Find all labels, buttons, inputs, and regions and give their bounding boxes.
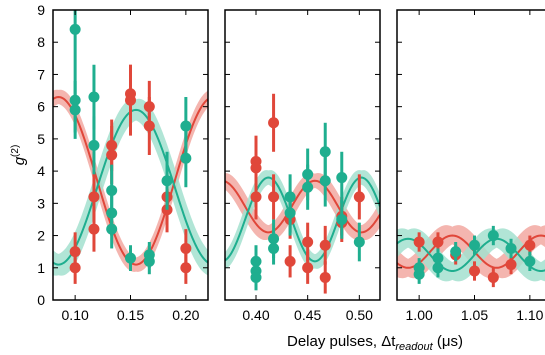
panel-1: 0.10 0.15 0.20 0 1 2 3 4 5 6 7 8 9 <box>37 2 209 323</box>
teal-data-point <box>469 239 480 251</box>
x-tick-label: 0.20 <box>172 307 199 323</box>
red-data-point <box>505 259 517 271</box>
red-data-point <box>250 162 262 174</box>
red-data-point <box>88 191 100 203</box>
panel-frame <box>224 9 381 301</box>
x-axis-title: Delay pulses, Δtreadout (μs) <box>287 333 463 353</box>
panel-2: 0.40 0.45 0.50 <box>224 9 381 323</box>
teal-data-point <box>450 246 462 258</box>
teal-data-point <box>88 91 100 103</box>
panel-plot-area <box>397 225 545 288</box>
teal-data-point <box>432 252 444 264</box>
teal-data-point <box>106 223 118 235</box>
red-data-point <box>125 94 136 106</box>
x-tick-label: 0.15 <box>117 307 144 323</box>
red-data-point <box>143 120 155 132</box>
teal-data-point <box>180 152 192 164</box>
panel-3: 1.00 1.05 1.10 <box>396 9 545 323</box>
x-tick-label: 0.10 <box>62 307 89 323</box>
red-data-point <box>302 236 314 248</box>
y-tick-label: 6 <box>37 99 45 115</box>
teal-data-point <box>319 146 331 158</box>
teal-data-point <box>487 230 499 242</box>
teal-data-point <box>88 139 100 151</box>
teal-data-point <box>161 175 173 187</box>
teal-data-point <box>180 120 192 132</box>
teal-data-point <box>319 175 331 187</box>
x-tick-label: 1.00 <box>406 307 433 323</box>
y-tick-label: 3 <box>37 195 45 211</box>
x-tick-label: 0.50 <box>346 307 373 323</box>
teal-fit-line <box>225 176 380 263</box>
teal-data-point <box>413 262 425 274</box>
y-tick-label: 5 <box>37 131 45 147</box>
teal-data-point <box>250 271 262 283</box>
teal-data-point <box>524 255 536 267</box>
teal-data-point <box>143 255 155 267</box>
red-data-point <box>268 191 280 203</box>
red-data-point <box>487 271 499 283</box>
red-fit-line <box>225 179 380 234</box>
red-data-point <box>88 223 100 235</box>
red-data-point <box>302 262 314 274</box>
red-data-point <box>69 262 81 274</box>
teal-data-point <box>505 242 517 254</box>
red-data-point <box>413 236 425 248</box>
y-tick-label: 7 <box>37 66 45 82</box>
y-tick-label: 8 <box>37 34 45 50</box>
teal-data-point <box>336 213 348 225</box>
x-tick-label: 0.40 <box>242 307 269 323</box>
red-data-point <box>353 191 365 203</box>
red-data-point <box>180 242 192 254</box>
y-tick-label: 4 <box>37 163 45 179</box>
x-axis-title-unit: (μs) <box>433 333 463 350</box>
y-axis-title-superscript: (2) <box>10 145 21 157</box>
red-data-point <box>319 271 331 283</box>
red-data-point <box>319 239 331 251</box>
red-data-point <box>284 255 296 267</box>
red-data-point <box>268 117 280 129</box>
y-tick-label: 9 <box>37 2 45 18</box>
teal-data-point <box>284 207 296 219</box>
red-data-point <box>469 265 480 277</box>
x-axis-title-subscript: readout <box>395 341 433 353</box>
y-tick-label: 2 <box>37 228 45 244</box>
x-tick-label: 0.45 <box>294 307 321 323</box>
red-data-point <box>524 239 536 251</box>
teal-data-point <box>268 242 280 254</box>
y-axis-title: g(2) <box>10 145 28 166</box>
red-data-point <box>250 191 262 203</box>
red-data-point <box>106 139 118 151</box>
y-tick-label: 1 <box>37 260 45 276</box>
teal-data-point <box>69 23 81 35</box>
panel-plot-area <box>225 93 380 294</box>
teal-data-point <box>69 104 81 116</box>
panel-plot-area <box>53 10 208 284</box>
teal-data-point <box>353 236 365 248</box>
x-tick-label: 1.05 <box>461 307 488 323</box>
y-tick-label: 0 <box>37 292 45 308</box>
red-data-point <box>180 262 192 274</box>
teal-data-point <box>125 252 136 264</box>
red-data-point <box>432 236 444 248</box>
x-tick-label: 1.10 <box>516 307 543 323</box>
teal-data-point <box>302 181 314 193</box>
teal-data-point <box>336 172 348 184</box>
